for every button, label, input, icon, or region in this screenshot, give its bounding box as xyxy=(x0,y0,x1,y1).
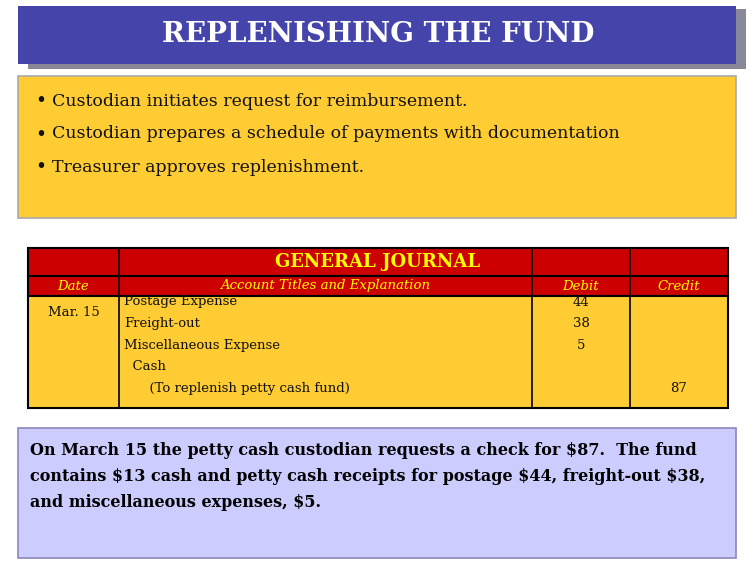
Bar xyxy=(28,9,746,69)
Text: REPLENISHING THE FUND: REPLENISHING THE FUND xyxy=(162,21,594,48)
Text: Cash: Cash xyxy=(124,360,166,373)
Text: •: • xyxy=(35,124,46,143)
Bar xyxy=(18,6,736,64)
Bar xyxy=(18,428,736,558)
Text: 44: 44 xyxy=(572,295,590,309)
Bar xyxy=(28,276,728,296)
Text: Credit: Credit xyxy=(658,279,700,293)
Text: 38: 38 xyxy=(572,317,590,330)
Text: Treasurer approves replenishment.: Treasurer approves replenishment. xyxy=(52,158,364,176)
Text: •: • xyxy=(35,92,46,111)
Text: (To replenish petty cash fund): (To replenish petty cash fund) xyxy=(124,382,350,395)
Text: GENERAL JOURNAL: GENERAL JOURNAL xyxy=(275,253,481,271)
Text: Mar. 15: Mar. 15 xyxy=(48,306,99,319)
Bar xyxy=(28,248,728,276)
Text: Custodian prepares a schedule of payments with documentation: Custodian prepares a schedule of payment… xyxy=(52,126,620,142)
Text: Custodian initiates request for reimbursement.: Custodian initiates request for reimburs… xyxy=(52,93,467,109)
Text: •: • xyxy=(35,157,46,176)
Text: Freight-out: Freight-out xyxy=(124,317,200,330)
Text: On March 15 the petty cash custodian requests a check for $87.  The fund
contain: On March 15 the petty cash custodian req… xyxy=(30,442,705,511)
Text: Miscellaneous Expense: Miscellaneous Expense xyxy=(124,339,280,351)
Text: Account Titles and Explanation: Account Titles and Explanation xyxy=(221,279,430,293)
Text: Debit: Debit xyxy=(562,279,600,293)
Text: Date: Date xyxy=(57,279,89,293)
Text: Postage Expense: Postage Expense xyxy=(124,295,237,309)
Text: 5: 5 xyxy=(577,339,585,351)
Bar xyxy=(28,296,728,408)
Bar xyxy=(18,76,736,218)
Text: 87: 87 xyxy=(671,382,687,395)
